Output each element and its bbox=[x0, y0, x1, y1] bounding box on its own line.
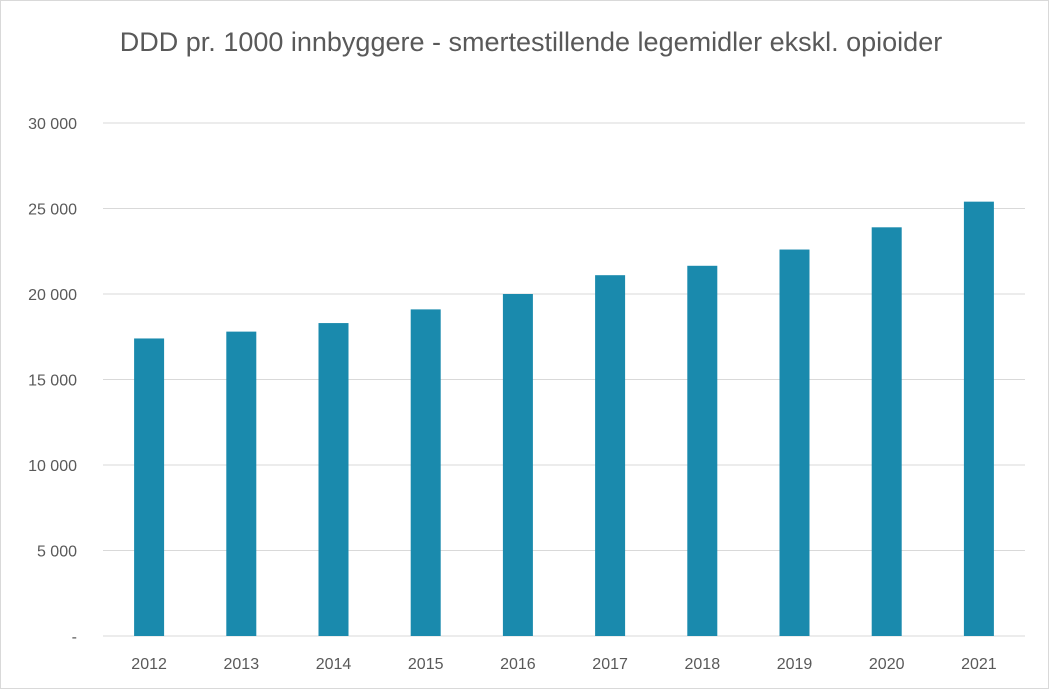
bar-2020 bbox=[871, 227, 902, 636]
y-tick-label: - bbox=[72, 629, 77, 646]
bar-2014 bbox=[318, 323, 349, 636]
bar-2013 bbox=[226, 331, 257, 636]
x-tick-label: 2014 bbox=[316, 656, 352, 673]
x-tick-label: 2021 bbox=[961, 656, 997, 673]
y-tick-label: 25 000 bbox=[28, 202, 77, 219]
y-tick-label: 10 000 bbox=[28, 458, 77, 475]
bar-2016 bbox=[502, 294, 533, 636]
x-tick-label: 2019 bbox=[777, 656, 813, 673]
x-tick-label: 2012 bbox=[131, 656, 167, 673]
bar-2021 bbox=[963, 201, 994, 636]
bar-2015 bbox=[410, 309, 441, 636]
bar-2018 bbox=[687, 265, 718, 636]
chart-title: DDD pr. 1000 innbyggere - smertestillend… bbox=[119, 27, 943, 57]
y-tick-label: 30 000 bbox=[28, 116, 77, 133]
x-tick-label: 2018 bbox=[685, 656, 721, 673]
x-tick-label: 2016 bbox=[500, 656, 536, 673]
bar-2012 bbox=[134, 338, 165, 636]
x-tick-label: 2015 bbox=[408, 656, 444, 673]
y-tick-label: 20 000 bbox=[28, 287, 77, 304]
bar-2017 bbox=[595, 275, 626, 636]
bar-2019 bbox=[779, 249, 810, 637]
x-tick-label: 2017 bbox=[592, 656, 628, 673]
y-tick-label: 5 000 bbox=[37, 544, 77, 561]
x-tick-label: 2020 bbox=[869, 656, 905, 673]
x-tick-label: 2013 bbox=[224, 656, 260, 673]
y-tick-label: 15 000 bbox=[28, 373, 77, 390]
